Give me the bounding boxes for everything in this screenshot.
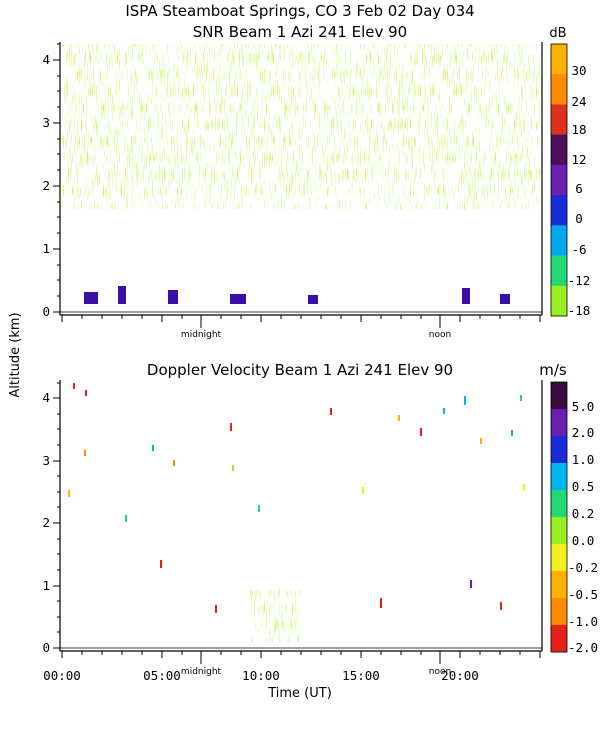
snr-ytick-0: 0 — [42, 304, 50, 319]
xtick-0000: 00:00 — [43, 668, 81, 683]
snr-surface-layer — [62, 282, 540, 305]
snr-ytick-2: 2 — [42, 178, 50, 193]
snr-colorbar-swatch-6 — [551, 225, 567, 256]
doppler-ytick-2: 2 — [42, 515, 50, 530]
snr-colorbar-swatch-2 — [551, 104, 567, 136]
dop-cb-label-neg2: -2.0 — [568, 640, 598, 655]
dop-cb-label-1: 1.0 — [572, 452, 595, 467]
doppler-colorbar-swatch-3 — [551, 463, 567, 491]
snr-cb-label-neg6: -6 — [571, 242, 586, 257]
snr-colorbar: dB 30 24 18 12 6 0 -6 -12 -18 — [549, 26, 590, 318]
xtick-1000: 10:00 — [242, 668, 280, 683]
dop-cb-label-neg05: -0.5 — [568, 587, 598, 602]
doppler-colorbar-swatch-9 — [551, 625, 567, 653]
doppler-colorbar-swatch-7 — [551, 571, 567, 599]
dop-cb-label-neg1: -1.0 — [568, 614, 598, 629]
doppler-echo-late-low — [330, 596, 460, 642]
snr-cb-label-24: 24 — [571, 94, 586, 109]
doppler-midnight-marker: midnight — [181, 667, 222, 677]
doppler-colorbar: m/s 5.0 2.0 1.0 0.5 0.2 0.0 -0.2 -0.5 -1… — [539, 361, 598, 655]
doppler-x-ticks — [61, 651, 541, 664]
doppler-x-tick-labels: 00:00 05:00 10:00 15:00 20:00 — [43, 668, 479, 683]
dop-cb-label-05: 0.5 — [572, 479, 595, 494]
y-axis-label: Altitude (km) — [8, 312, 23, 397]
doppler-y-tick-labels: 0 1 2 3 4 — [42, 390, 50, 655]
doppler-colorbar-swatch-4 — [551, 490, 567, 518]
snr-plot-area — [62, 44, 540, 305]
doppler-panel-title: Doppler Velocity Beam 1 Azi 241 Elev 90 — [147, 361, 453, 379]
doppler-ytick-4: 4 — [42, 390, 50, 405]
snr-colorbar-swatch-3 — [551, 134, 567, 166]
snr-colorbar-swatch-7 — [551, 255, 567, 287]
snr-colorbar-swatch-5 — [551, 195, 567, 226]
snr-cb-label-neg18: -18 — [568, 303, 591, 318]
doppler-colorbar-swatch-5 — [551, 517, 567, 545]
snr-sparse-echo — [62, 44, 540, 209]
snr-panel-title: SNR Beam 1 Azi 241 Elev 90 — [193, 23, 407, 41]
doppler-ytick-1: 1 — [42, 578, 50, 593]
snr-cyan-band — [62, 250, 540, 298]
doppler-colorbar-swatch-6 — [551, 544, 567, 572]
doppler-echo-early-core — [62, 565, 232, 642]
dop-cb-label-0: 0.0 — [572, 533, 595, 548]
dop-cb-label-02: 0.2 — [572, 506, 595, 521]
snr-cb-label-30: 30 — [571, 63, 586, 78]
doppler-echo-early-top — [62, 531, 140, 560]
snr-y-tick-labels: 0 1 2 3 4 — [42, 52, 50, 319]
snr-cb-label-12: 12 — [571, 152, 586, 167]
doppler-y-ticks — [53, 382, 60, 649]
snr-colorbar-swatch-1 — [551, 74, 567, 105]
figure-title: ISPA Steamboat Springs, CO 3 Feb 02 Day … — [125, 2, 474, 20]
snr-ytick-3: 3 — [42, 115, 50, 130]
doppler-colorbar-unit: m/s — [539, 361, 567, 379]
doppler-sparse-echo — [68, 383, 525, 613]
snr-cb-label-0: 0 — [575, 211, 583, 226]
xtick-2000: 20:00 — [441, 668, 479, 683]
doppler-plot-area — [62, 383, 540, 642]
doppler-colorbar-swatch-0 — [551, 382, 567, 410]
snr-cb-label-neg12: -12 — [568, 273, 591, 288]
snr-midnight-marker: midnight — [181, 330, 222, 340]
doppler-echo-late-core — [440, 550, 540, 642]
snr-x-ticks — [61, 315, 541, 328]
doppler-echo-gap — [250, 590, 300, 642]
snr-colorbar-swatch-0 — [551, 44, 567, 75]
xtick-1500: 15:00 — [342, 668, 380, 683]
snr-colorbar-unit: dB — [549, 26, 566, 41]
snr-ytick-1: 1 — [42, 241, 50, 256]
doppler-noon-marker: noon — [429, 667, 451, 677]
x-axis-label: Time (UT) — [267, 686, 332, 701]
doppler-ytick-0: 0 — [42, 640, 50, 655]
xtick-0500: 05:00 — [143, 668, 181, 683]
snr-cb-label-6: 6 — [575, 181, 583, 196]
snr-ytick-4: 4 — [42, 52, 50, 67]
doppler-colorbar-swatch-1 — [551, 409, 567, 437]
snr-cb-label-18: 18 — [571, 122, 586, 137]
dop-cb-label-5: 5.0 — [572, 399, 595, 414]
snr-y-ticks — [53, 43, 60, 313]
doppler-colorbar-swatch-8 — [551, 598, 567, 626]
dop-cb-label-2: 2.0 — [572, 425, 595, 440]
doppler-ytick-3: 3 — [42, 453, 50, 468]
doppler-axes — [57, 380, 543, 652]
snr-noon-marker: noon — [429, 330, 451, 340]
doppler-colorbar-swatch-2 — [551, 436, 567, 464]
snr-colorbar-swatch-8 — [551, 285, 567, 317]
dop-cb-label-neg02: -0.2 — [568, 560, 598, 575]
snr-colorbar-swatch-4 — [551, 164, 567, 196]
